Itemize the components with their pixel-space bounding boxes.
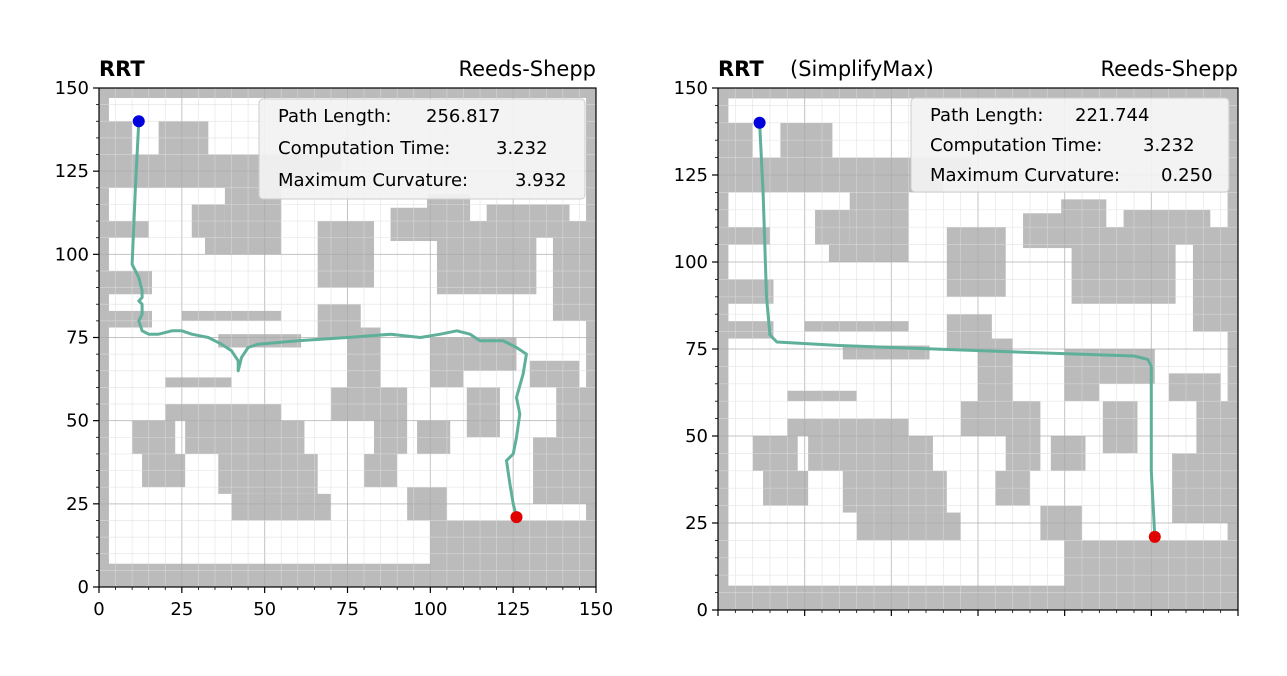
obstacle xyxy=(1061,199,1107,228)
x-tick-label: 25 xyxy=(170,599,193,620)
info-box-background xyxy=(910,97,1230,193)
max-curvature-label: Maximum Curvature: xyxy=(278,170,468,191)
obstacle xyxy=(108,121,133,172)
y-tick-label: 100 xyxy=(55,244,89,265)
info-box: Path Length: 221.744 Computation Time: 3… xyxy=(910,97,1230,193)
obstacle xyxy=(842,470,947,513)
y-tick-label: 125 xyxy=(674,165,708,186)
obstacle xyxy=(218,453,318,494)
y-tick-label: 50 xyxy=(66,411,89,432)
obstacle xyxy=(1102,401,1138,454)
info-box-background xyxy=(258,98,586,200)
obstacle xyxy=(828,244,864,262)
chart-title-right: Reeds-Shepp xyxy=(458,57,596,81)
y-tick-label: 150 xyxy=(55,78,89,99)
y-tick-label: 50 xyxy=(685,426,708,447)
y-tick-label: 125 xyxy=(55,161,89,182)
path-length-value: 256.817 xyxy=(426,106,500,127)
path-line xyxy=(130,119,528,519)
chart-panel-left: RRT Reeds-Shepp 0 25 50 75 100 125 150 0 25 50 75 1… xyxy=(55,57,614,620)
x-tick-label: 75 xyxy=(336,599,359,620)
y-tick-label: 25 xyxy=(685,513,708,534)
obstacle xyxy=(529,360,580,388)
computation-time-label: Computation Time: xyxy=(930,135,1102,156)
max-curvature-value: 3.932 xyxy=(515,170,567,191)
obstacle xyxy=(1168,373,1221,402)
goal-point xyxy=(510,511,523,524)
max-curvature-label: Maximum Curvature: xyxy=(930,165,1120,186)
obstacle xyxy=(108,221,149,238)
obstacle xyxy=(728,321,774,339)
goal-point xyxy=(1148,530,1161,543)
start-point xyxy=(753,116,766,129)
obstacle xyxy=(728,227,770,245)
path-length-label: Path Length: xyxy=(930,105,1043,126)
y-tick-label: 75 xyxy=(685,339,708,360)
obstacle xyxy=(728,122,753,175)
obstacle xyxy=(752,175,944,193)
path-line xyxy=(758,121,1157,539)
chart-title-bold: RRT xyxy=(99,57,145,81)
chart-title-bold: RRT xyxy=(718,57,764,81)
x-tick-label: 50 xyxy=(253,599,276,620)
start-point xyxy=(132,115,145,128)
computation-time-value: 3.232 xyxy=(496,138,548,159)
chart-title-extra: (SimplifyMax) xyxy=(790,57,934,81)
y-tick-label: 0 xyxy=(697,600,708,621)
x-tick-label: 125 xyxy=(496,599,530,620)
y-tick-label: 150 xyxy=(674,78,708,99)
ticks: 0 25 50 75 100 125 150 xyxy=(674,78,1239,621)
chart-panel-right: RRT (SimplifyMax) Reeds-Shepp 0 25 50 75 100… xyxy=(674,57,1239,621)
y-tick-label: 75 xyxy=(66,328,89,349)
x-tick-label: 0 xyxy=(93,599,104,620)
computation-time-value: 3.232 xyxy=(1143,135,1195,156)
x-tick-label: 150 xyxy=(579,599,613,620)
y-tick-label: 100 xyxy=(674,252,708,273)
computation-time-label: Computation Time: xyxy=(278,138,450,159)
max-curvature-value: 0.250 xyxy=(1161,165,1213,186)
chart-title-right: Reeds-Shepp xyxy=(1100,57,1238,81)
path-length-label: Path Length: xyxy=(278,106,391,127)
x-tick-label: 100 xyxy=(413,599,447,620)
obstacle xyxy=(466,387,500,438)
y-tick-label: 0 xyxy=(78,577,89,598)
ticks: 0 25 50 75 100 125 150 0 25 50 75 100 125 150 xyxy=(55,78,614,620)
obstacle xyxy=(787,418,909,436)
y-tick-label: 25 xyxy=(66,494,89,515)
obstacle xyxy=(165,404,282,421)
path-length-value: 221.744 xyxy=(1075,105,1149,126)
info-box: Path Length: 256.817 Computation Time: 3… xyxy=(258,98,586,200)
obstacle xyxy=(205,237,239,255)
